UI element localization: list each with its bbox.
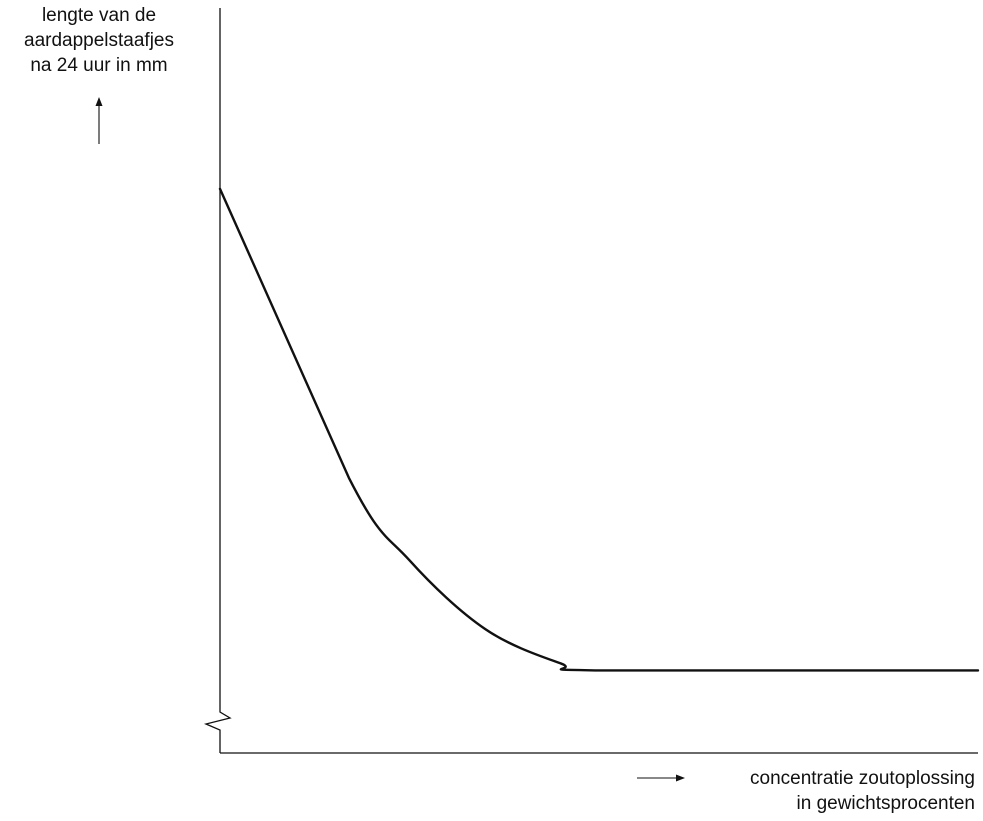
y-axis-break [203,688,232,753]
x-axis-label-line: concentratie zoutoplossing [750,768,975,789]
x-axis-label-line: in gewichtsprocenten [796,793,976,814]
y-axis-label-line: na 24 uur in mm [30,55,168,76]
y-axis-label: lengte van de aardappelstaafjes na 24 uu… [0,3,198,78]
x-label-arrowhead [676,774,685,782]
x-axis-label: concentratie zoutoplossing in gewichtspr… [750,766,975,816]
y-axis-label-line: aardappelstaafjes [24,30,174,51]
series-line [218,187,980,672]
y-axis-label-line: lengte van de [41,5,157,26]
y-label-arrowhead [95,97,103,106]
